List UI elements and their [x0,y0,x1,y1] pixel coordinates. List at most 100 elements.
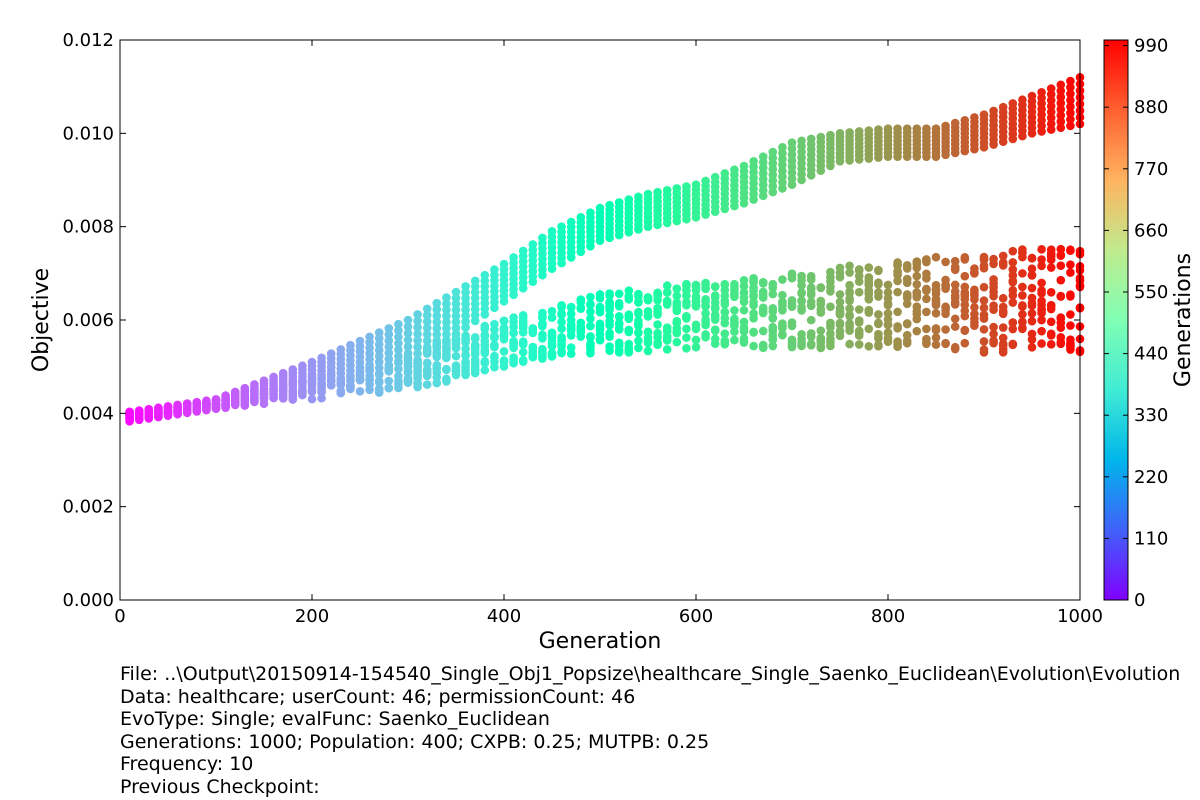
scatter-point [701,315,710,324]
scatter-point [768,289,778,299]
scatter-point [355,367,365,376]
scatter-point [1027,264,1037,273]
scatter-point [192,406,202,415]
scatter-point [518,246,528,256]
scatter-point [864,263,874,272]
scatter-point [864,276,874,285]
scatter-point [518,316,528,326]
scatter-point [710,325,720,334]
scatter-point [557,347,566,356]
scatter-point [950,262,960,272]
scatter-point [701,309,710,318]
scatter-point [605,200,614,210]
scatter-point [346,372,355,382]
scatter-point [768,341,778,351]
scatter-point [490,265,499,274]
scatter-point [566,331,576,340]
scatter-point [509,253,518,262]
y-tick-label: 0.010 [62,123,114,144]
scatter-point [826,267,835,277]
scatter-point [451,287,461,297]
scatter-point [432,352,442,362]
scatter-point [960,326,970,336]
scatter-point [989,259,998,269]
scatter-point [1056,92,1066,102]
scatter-point [518,357,528,366]
scatter-point [902,260,912,270]
scatter-point [778,320,787,330]
scatter-point [1056,339,1066,349]
scatter-point [432,311,442,321]
scatter-point [845,319,854,328]
scatter-point [787,156,797,165]
scatter-point [538,321,547,331]
scatter-point [998,102,1008,112]
scatter-point [1066,121,1075,131]
scatter-point [163,407,173,416]
scatter-point [634,343,643,353]
scatter-point [442,346,451,355]
scatter-point [778,143,787,152]
scatter-point [634,289,643,299]
scatter-point [1046,331,1056,340]
scatter-point [422,346,432,355]
scatter-point [624,327,634,337]
scatter-point [1046,300,1056,310]
scatter-point [960,338,970,348]
scatter-point [269,381,278,390]
scatter-point [854,127,864,136]
scatter-point [365,332,374,342]
scatter-point [960,252,970,262]
scatter-point [1056,333,1066,342]
scatter-point [1008,318,1018,327]
scatter-point [451,305,461,315]
scatter-point [874,334,883,343]
scatter-point [499,323,509,333]
scatter-point [710,339,720,349]
scatter-point [442,323,451,333]
colorbar-tick-label: 880 [1134,97,1168,118]
y-tick-label: 0.004 [62,403,114,424]
scatter-point [893,307,902,317]
scatter-point [614,325,624,334]
scatter-point [394,383,403,393]
scatter-point [1046,84,1056,93]
scatter-point [374,328,384,337]
scatter-point [720,318,730,328]
scatter-point [941,309,950,319]
scatter-point [1037,305,1046,315]
scatter-point [259,376,269,385]
scatter-point [1027,343,1037,352]
scatter-point [480,336,490,346]
scatter-point [768,307,778,316]
scatter-point [634,307,643,317]
scatter-point [365,363,374,373]
scatter-point [816,132,826,142]
scatter-point [950,118,960,128]
scatter-point [634,328,643,337]
scatter-point [624,311,634,320]
scatter-point [778,330,787,340]
scatter-point [931,340,941,349]
scatter-point [960,271,970,281]
x-tick-label: 0 [114,606,125,627]
scatter-point [451,351,461,361]
scatter-point [470,276,480,286]
scatter-point [595,307,605,317]
scatter-point [547,348,557,358]
scatter-point [605,332,614,341]
scatter-point [259,399,269,409]
scatter-point [883,300,893,310]
scatter-point [374,370,384,379]
scatter-point [931,309,941,318]
scatter-point [557,310,566,320]
scatter-point [883,328,893,337]
scatter-point [355,387,365,396]
scatter-point [403,315,413,325]
scatter-point [662,331,672,341]
scatter-point [1037,255,1046,264]
scatter-point [442,311,451,321]
scatter-point [1018,282,1027,292]
scatter-point [960,300,970,310]
scatter-point [480,330,490,340]
